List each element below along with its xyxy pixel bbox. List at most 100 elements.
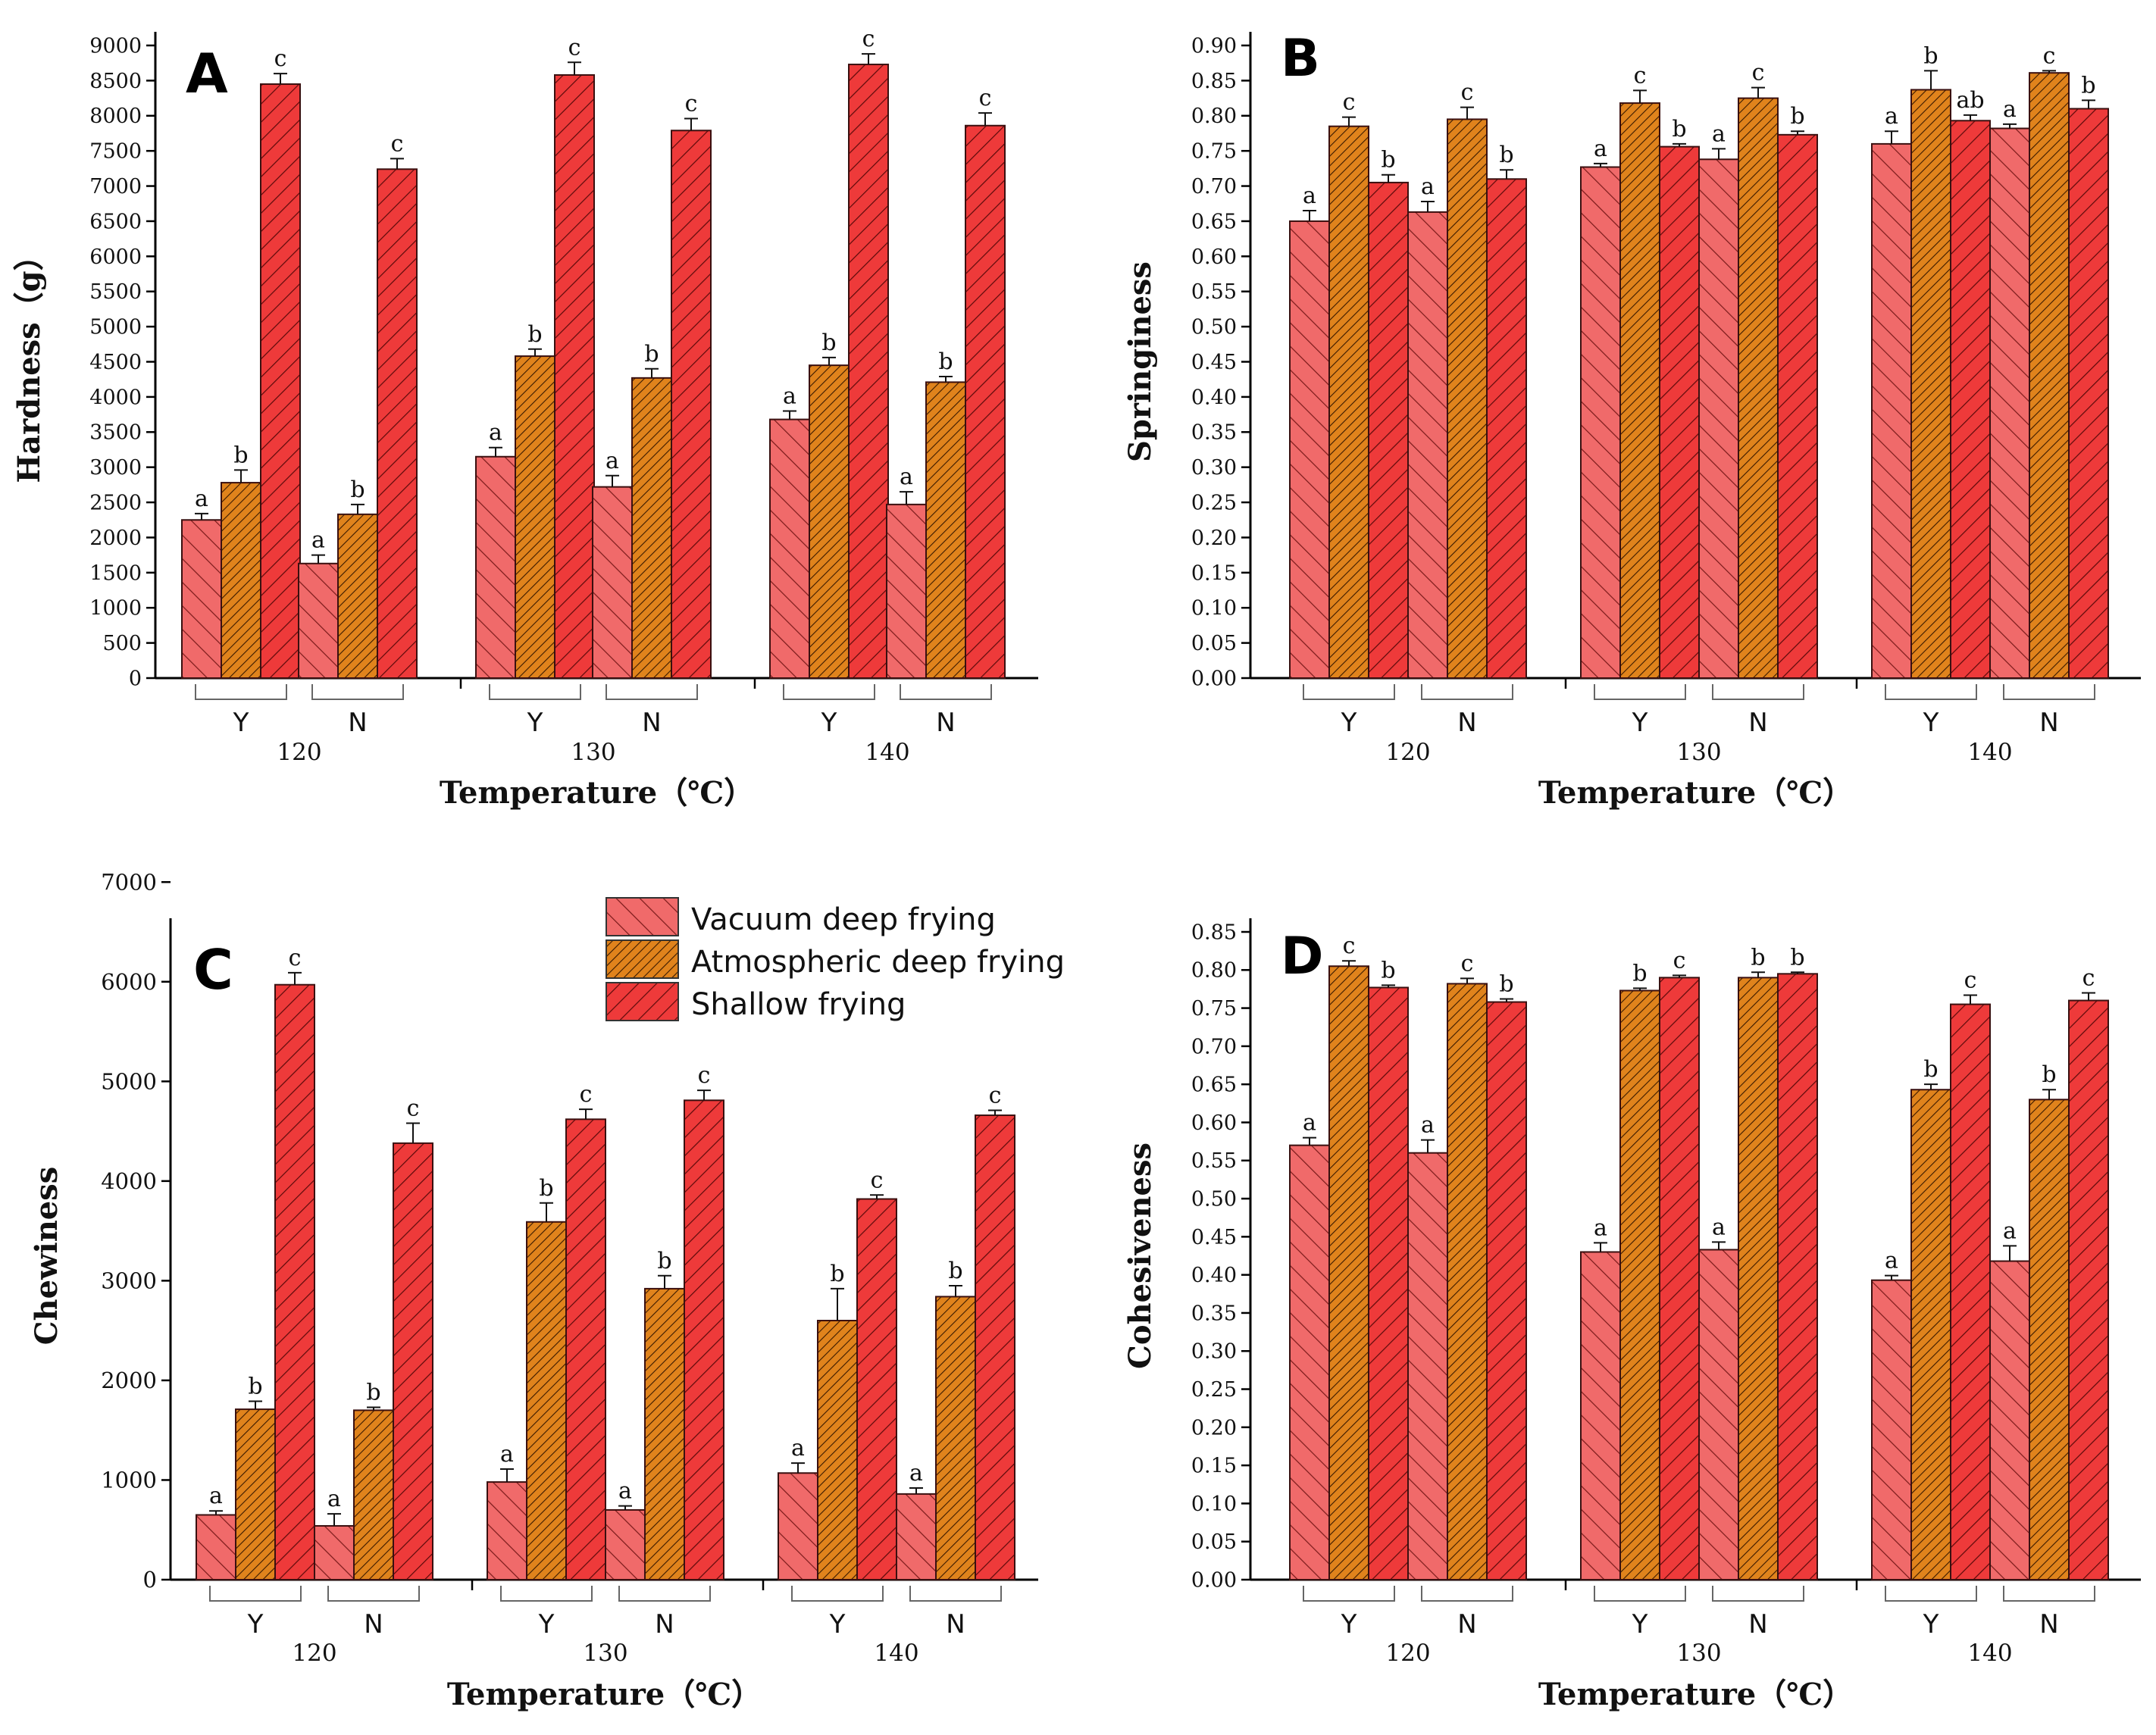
significance-letter: b: [1790, 944, 1804, 971]
y-tick-label: 0.15: [1191, 561, 1237, 585]
group-label: Y: [1632, 708, 1648, 738]
y-tick-label: 500: [102, 632, 142, 655]
bar-vacuum: [605, 1508, 646, 1581]
group-label: Y: [527, 708, 543, 738]
group-bracket: [1303, 1586, 1395, 1602]
y-tick-label: 5000: [89, 316, 142, 339]
bar-shallow: [1368, 986, 1409, 1581]
group-label: N: [364, 1609, 383, 1640]
significance-letter: b: [821, 330, 836, 356]
bar-shallow: [1950, 1003, 1991, 1580]
bar-vacuum: [181, 519, 222, 679]
group-label: Y: [538, 1609, 555, 1640]
bar-atmospheric: [1447, 118, 1488, 679]
significance-letter: a: [1594, 1214, 1607, 1241]
bar-shallow: [1486, 1001, 1527, 1580]
legend-swatch-vacuum: [605, 897, 679, 936]
y-tick-label: 0.40: [1191, 386, 1237, 409]
panel-letter-a: A: [186, 42, 228, 105]
y-tick-label: 1000: [89, 597, 142, 621]
significance-letter: b: [1790, 103, 1804, 130]
bar-atmospheric: [353, 1409, 394, 1581]
y-tick-label: 0.25: [1191, 1378, 1237, 1402]
group-label: N: [1457, 1609, 1476, 1640]
bar-shallow: [975, 1114, 1015, 1580]
temperature-label: 120: [1385, 1640, 1430, 1667]
y-axis-title: Cohesiveness: [1122, 1143, 1158, 1369]
temperature-label: 140: [874, 1640, 918, 1667]
bar-atmospheric: [1738, 977, 1779, 1580]
y-tick-label: 0.90: [1191, 34, 1237, 58]
bar-atmospheric: [631, 377, 672, 679]
significance-letter: c: [2043, 42, 2056, 69]
group-bracket: [489, 684, 581, 700]
y-tick-label: 0.30: [1191, 456, 1237, 480]
panel-letter-c: C: [193, 938, 233, 1002]
group-label: N: [2039, 1609, 2058, 1640]
group-bracket: [900, 684, 992, 700]
temperature-label: 120: [277, 739, 321, 766]
significance-letter: a: [1594, 136, 1607, 162]
significance-letter: a: [783, 383, 796, 409]
y-tick-label: 3000: [101, 1268, 157, 1294]
bar-shallow: [1777, 973, 1818, 1580]
y-tick-label: 0.45: [1191, 351, 1237, 374]
bar-atmospheric: [817, 1320, 858, 1580]
group-bracket: [1421, 684, 1513, 700]
significance-letter: b: [644, 341, 659, 367]
significance-letter: b: [366, 1379, 380, 1405]
bar-vacuum: [769, 418, 810, 679]
significance-letter: a: [1885, 103, 1898, 130]
significance-letter: ab: [1956, 87, 1984, 114]
bar-atmospheric: [515, 355, 555, 679]
bar-vacuum: [1407, 1152, 1448, 1581]
y-tick-label: 4500: [89, 351, 142, 374]
panel-letter-b: B: [1281, 29, 1320, 89]
significance-letter: b: [248, 1374, 262, 1400]
group-label: N: [946, 1609, 965, 1640]
group-bracket: [1885, 1586, 1977, 1602]
bar-vacuum: [314, 1524, 355, 1581]
y-tick-label: 2000: [89, 527, 142, 550]
group-bracket: [605, 684, 698, 700]
group-bracket: [1712, 684, 1804, 700]
legend-swatch-atmospheric: [605, 939, 679, 979]
significance-letter: c: [979, 85, 992, 111]
significance-letter: a: [1421, 174, 1435, 200]
legend-label-atmospheric: Atmospheric deep frying: [691, 945, 1065, 980]
bar-atmospheric: [1910, 89, 1951, 679]
bar-atmospheric: [337, 513, 378, 679]
temperature-label: 130: [583, 1640, 627, 1667]
bar-shallow: [274, 983, 315, 1580]
significance-letter: b: [350, 477, 365, 503]
y-tick-label: 0.50: [1191, 1188, 1237, 1211]
group-label: N: [936, 708, 955, 738]
significance-letter: c: [685, 90, 698, 117]
bar-atmospheric: [526, 1221, 567, 1581]
significance-letter: a: [1712, 1214, 1726, 1240]
y-tick-label: 1000: [101, 1468, 157, 1493]
bar-vacuum: [1698, 1249, 1739, 1580]
bar-atmospheric: [1619, 102, 1660, 680]
legend: Vacuum deep frying Atmospheric deep fryi…: [605, 897, 1065, 1022]
y-tick-label: 0.75: [1191, 140, 1237, 164]
group-bracket: [1421, 1586, 1513, 1602]
bar-shallow: [856, 1198, 897, 1580]
y-tick-label: 0.25: [1191, 492, 1237, 515]
legend-label-vacuum: Vacuum deep frying: [691, 902, 996, 937]
significance-letter: b: [1751, 944, 1765, 971]
x-axis-title: Temperature（℃）: [1538, 775, 1853, 811]
group-label: Y: [233, 708, 249, 738]
significance-letter: a: [311, 527, 325, 554]
bar-vacuum: [1989, 127, 2030, 679]
y-tick-label: 2500: [89, 492, 142, 515]
group-bracket: [1712, 1586, 1804, 1602]
y-tick-label: 2000: [101, 1368, 157, 1393]
plot-d: 0.00 0.05 0.10 0.15 0.20 0.25 0.30 0.35 0.40 0.45…: [1122, 918, 2141, 1712]
significance-letter: c: [1634, 62, 1647, 89]
significance-letter: a: [209, 1483, 223, 1509]
y-tick-label: 5000: [101, 1068, 157, 1094]
y-tick-label: 0.20: [1191, 527, 1237, 550]
group-label: N: [1748, 1609, 1767, 1640]
legend-label-shallow: Shallow frying: [691, 987, 906, 1022]
